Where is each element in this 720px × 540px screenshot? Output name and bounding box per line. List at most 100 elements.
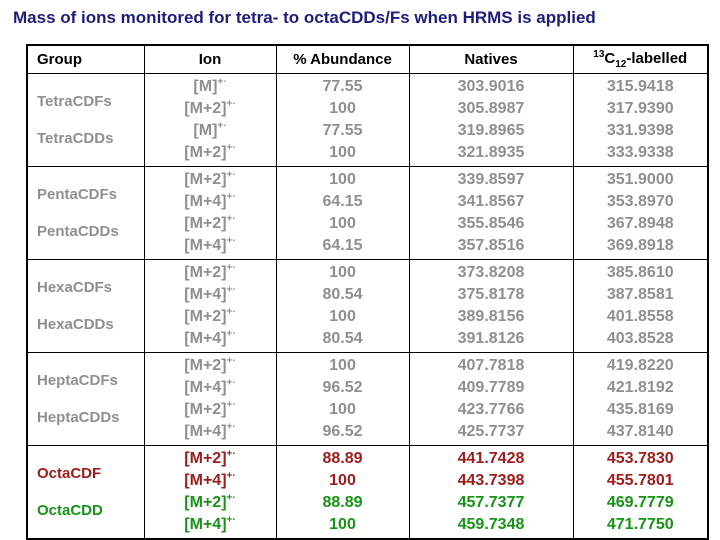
- abundance-value: 100: [329, 264, 356, 281]
- ion-value: [M+2]+·: [184, 169, 236, 188]
- labelled-cell: 453.7830 455.7801 469.7779 471.7750: [572, 445, 709, 540]
- abundance-value: 96.52: [322, 423, 363, 440]
- abundance-value: 77.55: [322, 122, 363, 139]
- abundance-value: 80.54: [322, 330, 363, 347]
- abundance-value: 100: [329, 472, 356, 489]
- abundance-value: 100: [329, 144, 356, 161]
- group-cell: HexaCDFs HexaCDDs: [26, 259, 145, 353]
- abundance-value: 64.15: [322, 237, 363, 254]
- ion-value: [M+2]+·: [184, 399, 236, 418]
- abundance-value: 100: [329, 215, 356, 232]
- labelled-mass-value: 437.8140: [606, 423, 674, 440]
- table-body: TetraCDFs TetraCDDs [M]+· [M+2]+· [M]+· [M+2]…: [26, 73, 709, 540]
- ion-value: [M+4]+·: [184, 470, 236, 489]
- group-label: HeptaCDDs: [37, 408, 120, 426]
- mass-table: Group Ion% Abundance Natives 13C12-labelled…: [26, 44, 709, 540]
- abundance-value: 100: [329, 171, 356, 188]
- labelled-mass-value: 351.9000: [606, 171, 674, 188]
- ion-cell: [M+2]+· [M+4]+· [M+2]+· [M+4]+·: [143, 259, 277, 353]
- group-cell: HeptaCDFs HeptaCDDs: [26, 352, 145, 446]
- native-mass-value: 409.7789: [457, 379, 525, 396]
- ion-cell: [M+2]+· [M+4]+· [M+2]+· [M+4]+·: [143, 445, 277, 540]
- natives-cell: 339.8597 341.8567 355.8546 357.8516: [408, 166, 574, 260]
- ion-value: [M+2]+·: [184, 262, 236, 281]
- group-label: PentaCDDs: [37, 222, 119, 240]
- column-header: % Abundance: [275, 44, 410, 74]
- ion-value: [M+2]+·: [184, 213, 236, 232]
- ion-value: [M]+·: [193, 76, 227, 95]
- native-mass-value: 355.8546: [457, 215, 525, 232]
- column-header: 13C12-labelled: [572, 44, 709, 74]
- column-header: Group: [26, 44, 145, 74]
- ion-value: [M+4]+·: [184, 514, 236, 533]
- labelled-mass-value: 419.8220: [606, 357, 674, 374]
- native-mass-value: 305.8987: [457, 100, 525, 117]
- mass-table-container: Group Ion% Abundance Natives 13C12-labelled…: [26, 44, 709, 540]
- native-mass-value: 339.8597: [457, 171, 525, 188]
- labelled-mass-value: 421.8192: [606, 379, 674, 396]
- abundance-value: 100: [329, 401, 356, 418]
- native-mass-value: 373.8208: [457, 264, 525, 281]
- labelled-mass-value: 387.8581: [606, 286, 674, 303]
- native-mass-value: 319.8965: [457, 122, 525, 139]
- group-label: PentaCDFs: [37, 186, 118, 204]
- ion-value: [M+2]+·: [184, 98, 236, 117]
- ion-value: [M+2]+·: [184, 448, 236, 467]
- ion-cell: [M]+· [M+2]+· [M]+· [M+2]+·: [143, 73, 277, 167]
- native-mass-value: 441.7428: [457, 450, 525, 467]
- ion-value: [M+4]+·: [184, 284, 236, 303]
- native-mass-value: 407.7818: [457, 357, 525, 374]
- abundance-cell: 100 80.54 100 80.54: [275, 259, 410, 353]
- table-header-row: Group Ion% Abundance Natives 13C12-labelled: [26, 44, 709, 74]
- group-row: HexaCDFs HexaCDDs [M+2]+· [M+4]+· [M+2]+· [M+…: [26, 259, 709, 353]
- native-mass-value: 457.7377: [457, 494, 525, 511]
- labelled-mass-value: 367.8948: [606, 215, 674, 232]
- labelled-mass-value: 333.9338: [606, 144, 674, 161]
- group-label: TetraCDFs: [37, 93, 112, 111]
- labelled-cell: 385.8610 387.8581 401.8558 403.8528: [572, 259, 709, 353]
- abundance-cell: 88.89 100 88.89 100: [275, 445, 410, 540]
- abundance-value: 100: [329, 357, 356, 374]
- group-label: OctaCDD: [37, 501, 103, 519]
- labelled-mass-value: 403.8528: [606, 330, 674, 347]
- native-mass-value: 389.8156: [457, 308, 525, 325]
- native-mass-value: 303.9016: [457, 78, 525, 95]
- abundance-value: 88.89: [322, 494, 363, 511]
- abundance-cell: 100 64.15 100 64.15: [275, 166, 410, 260]
- group-row: PentaCDFs PentaCDDs [M+2]+· [M+4]+· [M+2]+·[…: [26, 166, 709, 260]
- group-label: HexaCDDs: [37, 315, 114, 333]
- native-mass-value: 423.7766: [457, 401, 525, 418]
- ion-value: [M+2]+·: [184, 306, 236, 325]
- ion-value: [M+4]+·: [184, 328, 236, 347]
- native-mass-value: 357.8516: [457, 237, 525, 254]
- native-mass-value: 321.8935: [457, 144, 525, 161]
- labelled-mass-value: 455.7801: [606, 472, 674, 489]
- group-label: TetraCDDs: [37, 129, 114, 147]
- abundance-value: 77.55: [322, 78, 363, 95]
- abundance-value: 88.89: [322, 450, 363, 467]
- labelled-cell: 419.8220 421.8192 435.8169 437.8140: [572, 352, 709, 446]
- group-cell: TetraCDFs TetraCDDs: [26, 73, 145, 167]
- ion-value: [M+4]+·: [184, 191, 236, 210]
- ion-value: [M+4]+·: [184, 421, 236, 440]
- labelled-mass-value: 331.9398: [606, 122, 674, 139]
- abundance-value: 96.52: [322, 379, 363, 396]
- labelled-cell: 351.9000 353.8970 367.8948 369.8918: [572, 166, 709, 260]
- group-label: HexaCDFs: [37, 279, 113, 297]
- abundance-cell: 100 96.52 100 96.52: [275, 352, 410, 446]
- ion-value: [M+2]+·: [184, 355, 236, 374]
- labelled-mass-value: 385.8610: [606, 264, 674, 281]
- natives-cell: 441.7428 443.7398 457.7377 459.7348: [408, 445, 574, 540]
- native-mass-value: 443.7398: [457, 472, 525, 489]
- ion-cell: [M+2]+· [M+4]+· [M+2]+· [M+4]+·: [143, 352, 277, 446]
- group-row: OctaCDF OctaCDD [M+2]+· [M+4]+· [M+2]+· [M+4]…: [26, 445, 709, 540]
- labelled-mass-value: 315.9418: [606, 78, 674, 95]
- natives-cell: 373.8208 375.8178 389.8156 391.8126: [408, 259, 574, 353]
- ion-cell: [M+2]+· [M+4]+· [M+2]+· [M+4]+·: [143, 166, 277, 260]
- natives-cell: 303.9016 305.8987 319.8965 321.8935: [408, 73, 574, 167]
- native-mass-value: 425.7737: [457, 423, 525, 440]
- labelled-mass-value: 435.8169: [606, 401, 674, 418]
- group-row: HeptaCDFs HeptaCDDs [M+2]+· [M+4]+· [M+2]+·[…: [26, 352, 709, 446]
- abundance-value: 64.15: [322, 193, 363, 210]
